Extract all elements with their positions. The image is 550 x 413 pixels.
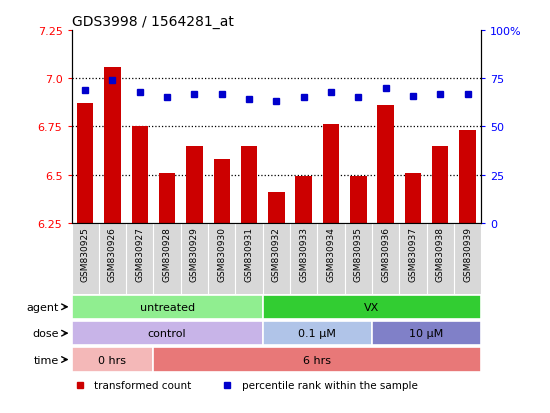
- Bar: [72, 295, 263, 319]
- Bar: [268, 192, 284, 223]
- Text: GSM830928: GSM830928: [163, 227, 172, 281]
- Bar: [372, 321, 481, 345]
- Text: GSM830925: GSM830925: [81, 227, 90, 281]
- Text: GSM830927: GSM830927: [135, 227, 144, 281]
- Bar: [263, 295, 481, 319]
- Text: GSM830926: GSM830926: [108, 227, 117, 281]
- Bar: [432, 146, 448, 223]
- Bar: [323, 125, 339, 223]
- Text: GSM830936: GSM830936: [381, 227, 390, 282]
- Text: GSM830939: GSM830939: [463, 227, 472, 282]
- Bar: [263, 321, 372, 345]
- Text: control: control: [148, 328, 186, 338]
- Text: GSM830930: GSM830930: [217, 227, 226, 282]
- Bar: [213, 160, 230, 223]
- Text: 6 hrs: 6 hrs: [304, 355, 331, 365]
- Bar: [72, 348, 153, 372]
- Text: time: time: [34, 355, 59, 365]
- Text: dose: dose: [32, 328, 59, 338]
- Bar: [350, 177, 366, 223]
- Text: GSM830933: GSM830933: [299, 227, 308, 282]
- Text: transformed count: transformed count: [94, 380, 191, 390]
- Bar: [77, 104, 94, 223]
- Bar: [104, 67, 120, 223]
- Bar: [131, 127, 148, 223]
- Text: GSM830935: GSM830935: [354, 227, 363, 282]
- Text: GSM830938: GSM830938: [436, 227, 445, 282]
- Bar: [159, 173, 175, 223]
- Bar: [241, 146, 257, 223]
- Bar: [377, 106, 394, 223]
- Text: GSM830934: GSM830934: [327, 227, 336, 281]
- Text: GSM830929: GSM830929: [190, 227, 199, 281]
- Text: untreated: untreated: [140, 302, 195, 312]
- Text: 10 μM: 10 μM: [410, 328, 444, 338]
- Bar: [405, 173, 421, 223]
- Bar: [153, 348, 481, 372]
- Bar: [186, 146, 202, 223]
- Text: GDS3998 / 1564281_at: GDS3998 / 1564281_at: [72, 14, 233, 28]
- Text: percentile rank within the sample: percentile rank within the sample: [241, 380, 417, 390]
- Text: agent: agent: [27, 302, 59, 312]
- Text: VX: VX: [364, 302, 380, 312]
- Text: GSM830937: GSM830937: [409, 227, 417, 282]
- Bar: [459, 131, 476, 223]
- Text: GSM830931: GSM830931: [245, 227, 254, 282]
- Bar: [72, 321, 263, 345]
- Bar: [295, 177, 312, 223]
- Text: 0 hrs: 0 hrs: [98, 355, 127, 365]
- Text: 0.1 μM: 0.1 μM: [299, 328, 336, 338]
- Text: GSM830932: GSM830932: [272, 227, 281, 281]
